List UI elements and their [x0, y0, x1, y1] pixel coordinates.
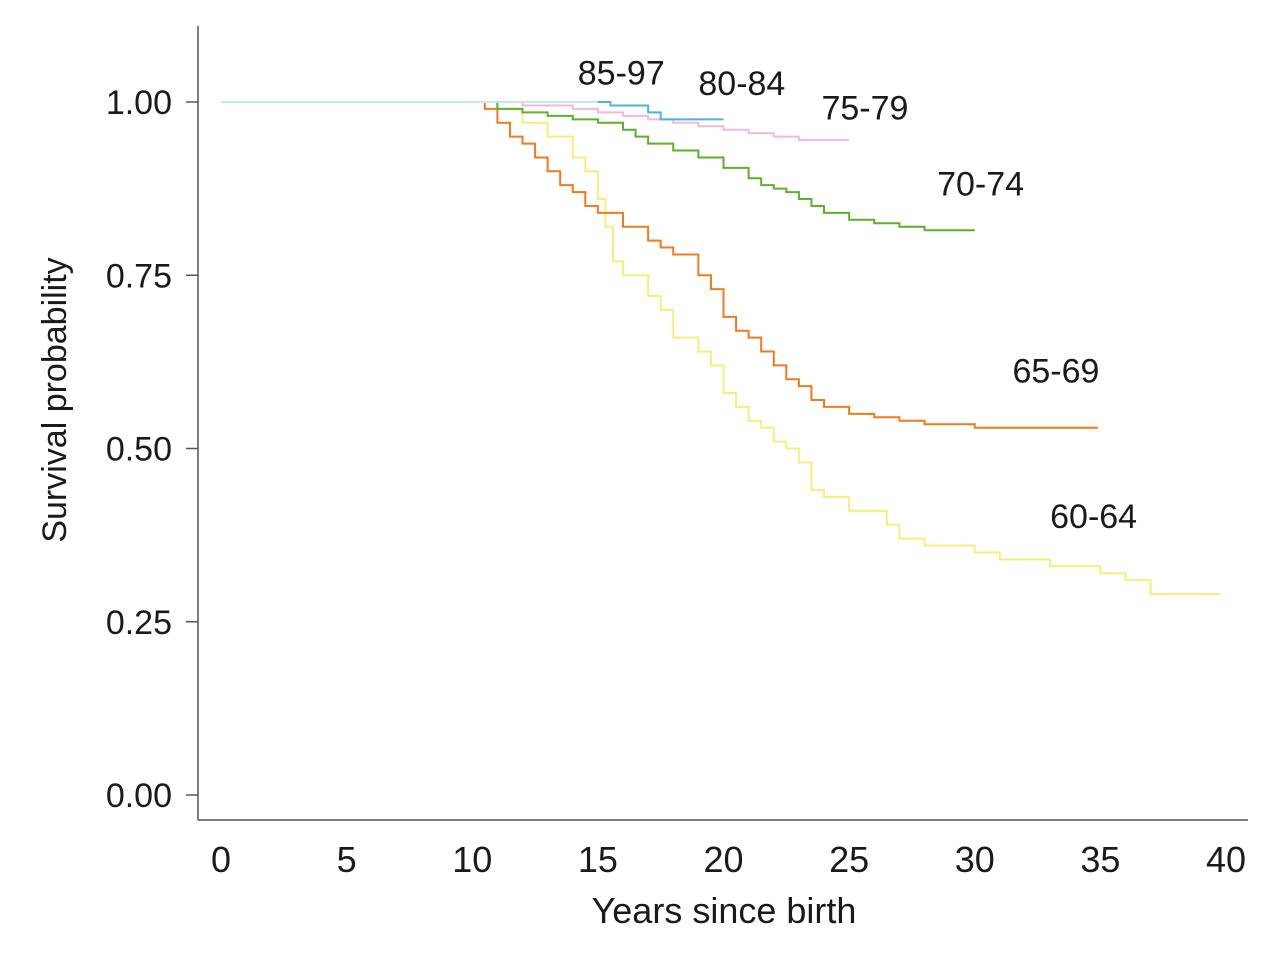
- labels-layer: 60-64 65-69 70-74 75-79 80-84 85-97: [578, 55, 1137, 537]
- y-tick-label: 0.00: [106, 777, 172, 815]
- x-tick-label: 20: [703, 839, 743, 880]
- series-label-60-64: 60-64: [1050, 498, 1137, 536]
- x-axis-title: Years since birth: [592, 890, 857, 931]
- x-tick-label: 25: [829, 839, 869, 880]
- x-tick-label: 0: [211, 839, 231, 880]
- y-tick-label: 0.75: [106, 257, 172, 295]
- series-label-80-84: 80-84: [698, 65, 785, 103]
- axes-layer: [197, 26, 1248, 821]
- y-tick-label: 0.25: [106, 604, 172, 642]
- series-line-60-64: [221, 101, 1221, 596]
- series-label-75-79: 75-79: [821, 89, 908, 127]
- x-tick-label: 30: [955, 839, 995, 880]
- x-tick-label: 40: [1206, 839, 1246, 880]
- series-label-65-69: 65-69: [1012, 353, 1099, 391]
- series-line-75-79: [221, 101, 850, 142]
- x-tick-label: 5: [337, 839, 357, 880]
- series-label-85-97: 85-97: [578, 55, 665, 93]
- series-line-70-74: [221, 101, 975, 232]
- y-tick-label: 0.50: [106, 431, 172, 469]
- y-tick-label: 1.00: [106, 84, 172, 122]
- x-tick-label: 10: [452, 839, 492, 880]
- series-line-80-84: [221, 101, 724, 121]
- x-tick-label: 15: [578, 839, 618, 880]
- series-line-65-69: [221, 101, 1098, 429]
- y-axis-title: Survival probability: [36, 257, 74, 542]
- series-layer: [221, 101, 1221, 596]
- series-label-70-74: 70-74: [937, 166, 1024, 204]
- x-tick-label: 35: [1080, 839, 1120, 880]
- ticks-layer: 0 5 10 15 20 25 30 35 40 0.00 0.25 0.50 0.75 1.00: [106, 84, 1246, 880]
